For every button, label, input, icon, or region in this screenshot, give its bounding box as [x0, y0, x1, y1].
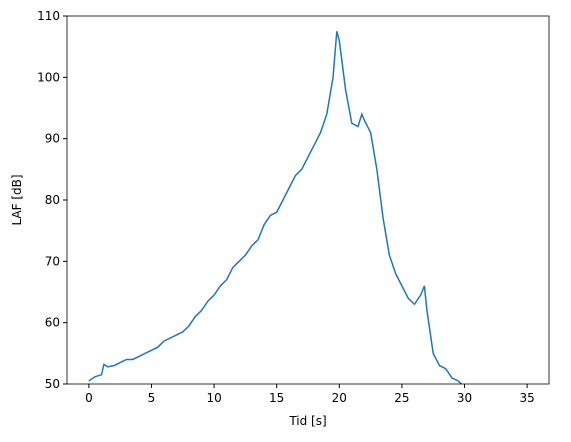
- x-tick-label: 20: [332, 391, 347, 405]
- y-tick-label: 110: [37, 9, 60, 23]
- y-axis-label: LAF [dB]: [10, 174, 24, 225]
- y-tick-label: 80: [45, 193, 60, 207]
- y-tick-label: 50: [45, 377, 60, 391]
- x-axis-label: Tid [s]: [288, 414, 326, 428]
- x-tick-label: 15: [269, 391, 284, 405]
- y-tick-label: 60: [45, 316, 60, 330]
- y-tick-label: 90: [45, 132, 60, 146]
- y-tick-label: 70: [45, 254, 60, 268]
- x-tick-label: 30: [457, 391, 472, 405]
- x-tick-label: 5: [148, 391, 156, 405]
- data-line: [88, 31, 463, 384]
- y-tick-label: 100: [37, 70, 60, 84]
- x-tick-label: 10: [206, 391, 221, 405]
- plot-frame: [66, 15, 550, 385]
- x-tick-label: 25: [394, 391, 409, 405]
- x-tick-label: 0: [85, 391, 93, 405]
- x-tick-label: 35: [519, 391, 534, 405]
